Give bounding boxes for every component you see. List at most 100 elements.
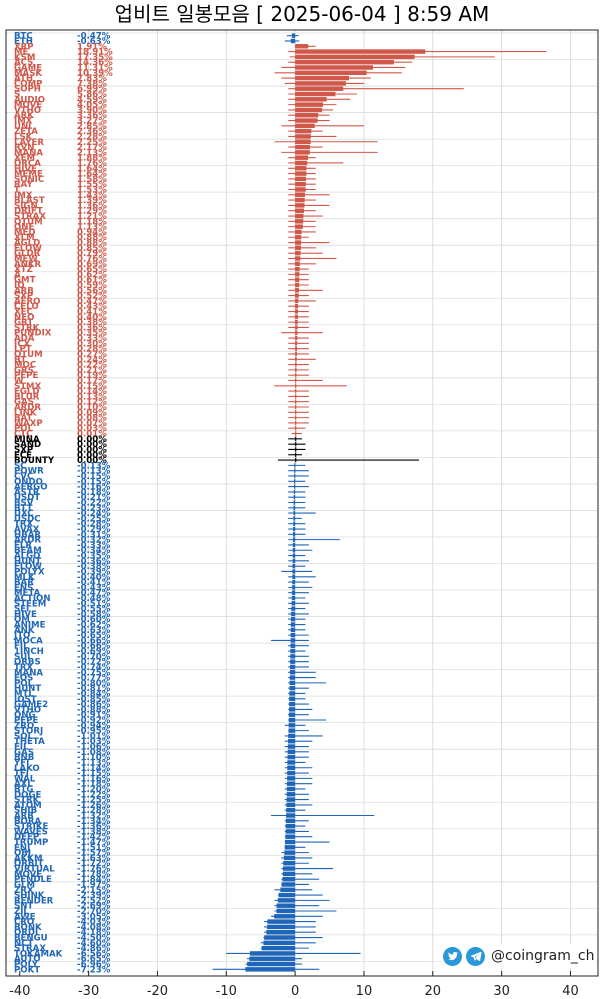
symbol-label: ANIME: [14, 621, 46, 631]
symbol-label: A: [14, 270, 21, 280]
symbol-label: AGLD: [14, 239, 40, 249]
symbol-label: UXC: [14, 509, 34, 519]
chart-title: 업비트 일봉모음 [ 2025-06-04 ] 8:59 AM: [114, 2, 490, 26]
symbol-label: AUDIO: [14, 95, 45, 105]
change-bar: [287, 744, 296, 749]
x-tick-label: -30: [78, 984, 99, 999]
change-bar: [264, 935, 296, 940]
percent-label: 1.36%: [77, 201, 107, 211]
change-bar: [295, 160, 308, 166]
change-bar: [290, 659, 296, 664]
symbol-label: BONK: [14, 923, 42, 933]
change-bar: [245, 967, 296, 972]
symbol-label: LPT: [14, 345, 32, 355]
change-bar: [283, 861, 296, 866]
symbol-label: LAYER: [14, 138, 44, 148]
change-bar: [286, 781, 296, 786]
symbol-label: ZETA: [14, 127, 38, 137]
percent-label: -4.03%: [77, 918, 111, 928]
change-bar: [295, 372, 297, 378]
percent-label: 0.13%: [77, 392, 107, 402]
percent-label: -0.13%: [77, 467, 111, 477]
change-bar: [295, 420, 297, 426]
change-bar: [289, 680, 296, 686]
percent-label: 0.85%: [77, 244, 107, 254]
percent-label: -0.33%: [77, 541, 111, 551]
change-bar: [295, 197, 305, 203]
percent-label: 0.28%: [77, 345, 107, 355]
percent-label: -1.57%: [77, 849, 111, 859]
percent-label: -0.77%: [77, 674, 111, 684]
percent-label: -1.36%: [77, 822, 111, 832]
change-bar: [295, 139, 311, 144]
change-bar: [290, 632, 296, 638]
change-bar: [286, 807, 296, 813]
percent-label: -1.06%: [77, 743, 111, 753]
percent-label: 1.64%: [77, 164, 107, 174]
percent-label: 17.35%: [77, 53, 113, 63]
percent-label: -0.47%: [77, 589, 111, 599]
change-bar: [295, 102, 323, 107]
percent-label: 4.05%: [77, 101, 107, 111]
symbol-label: STMX: [14, 382, 42, 392]
symbol-label: STEEM: [14, 599, 46, 609]
change-bar: [295, 309, 298, 314]
percent-label: -0.22%: [77, 499, 111, 509]
percent-label: 1.91%: [77, 42, 107, 52]
symbol-label: BORA: [14, 817, 41, 827]
percent-label: 0.09%: [77, 408, 107, 418]
twitter-icon[interactable]: [443, 946, 462, 966]
symbol-label: PEPE: [14, 716, 38, 726]
change-bar: [295, 303, 299, 309]
percent-label: -0.58%: [77, 610, 111, 620]
symbol-label: GAS: [14, 398, 34, 408]
percent-label: -0.72%: [77, 658, 111, 668]
x-tick-label: -20: [147, 984, 168, 999]
symbol-label: SUI: [14, 652, 30, 662]
symbol-label: SAND: [14, 440, 41, 450]
telegram-icon[interactable]: [466, 946, 485, 966]
symbol-label: BNB: [14, 753, 34, 763]
percent-label: -0.31%: [77, 530, 111, 540]
change-bar: [286, 786, 296, 792]
percent-label: -0.13%: [77, 461, 111, 471]
change-bar: [295, 81, 346, 86]
change-bar: [291, 601, 296, 606]
change-bar: [274, 914, 296, 919]
percent-label: -1.13%: [77, 758, 111, 768]
symbol-label: TRX: [14, 663, 33, 673]
change-bar: [294, 473, 296, 479]
x-tick-label: 10: [356, 984, 373, 999]
percent-label: -1.26%: [77, 801, 111, 811]
symbol-label: SNT: [14, 902, 33, 912]
change-bar: [295, 335, 298, 341]
percent-label: 0.76%: [77, 254, 107, 264]
percent-label: -0.43%: [77, 583, 111, 593]
change-bar: [295, 293, 299, 298]
x-tick-label: 40: [562, 984, 579, 999]
symbol-label: ORBS: [14, 658, 41, 668]
change-bar: [295, 266, 300, 272]
symbol-label: OM: [14, 615, 30, 625]
symbol-label: CRO: [14, 918, 34, 928]
symbol-label: JTO: [13, 631, 30, 641]
change-bar: [292, 585, 296, 590]
symbol-label: USDT: [14, 493, 40, 503]
percent-label: -1.20%: [77, 785, 111, 795]
symbol-label: RENDER: [14, 896, 54, 906]
symbol-label: ALGO: [14, 552, 41, 562]
symbol-label: XLM: [14, 233, 35, 243]
change-bar: [249, 951, 296, 956]
symbol-label: POLY: [14, 960, 39, 970]
change-bar: [295, 410, 297, 415]
change-bar: [293, 500, 296, 505]
percent-label: 7.83%: [77, 74, 107, 84]
percent-label: 1.43%: [77, 191, 107, 201]
percent-label: -0.80%: [77, 679, 111, 689]
symbol-label: XTZ: [14, 265, 33, 275]
symbol-label: TFI: [14, 769, 29, 779]
symbol-label: MOVE: [14, 870, 42, 880]
percent-label: 14.36%: [77, 58, 113, 68]
symbol-label: HUNT: [14, 557, 41, 567]
change-bar: [292, 574, 296, 579]
